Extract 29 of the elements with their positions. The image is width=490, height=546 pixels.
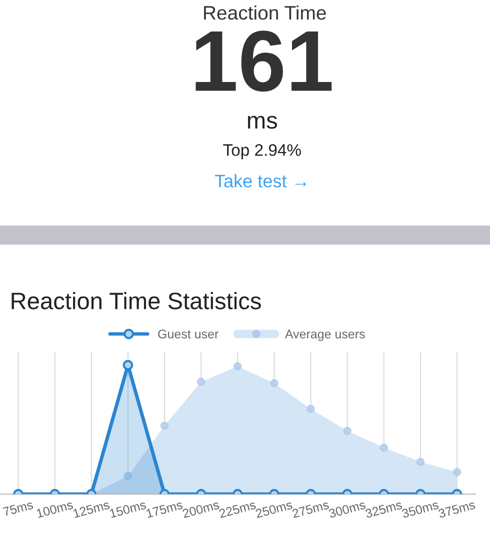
text: Reaction Time: [204, 5, 326, 20]
x-tick-label: 175ms: [146, 500, 184, 518]
x-tick-label: 325ms: [364, 500, 402, 518]
point: [122, 360, 134, 370]
x-tick-label: 200ms: [182, 500, 220, 518]
text: ms: [248, 116, 278, 129]
point: [306, 404, 315, 414]
x-tick-label: 350ms: [401, 500, 440, 518]
x-tick-label: 125ms: [72, 500, 110, 518]
x-tick-label: 100ms: [36, 500, 74, 518]
text: Top 2.94%: [223, 144, 301, 160]
x-tick-label: 275ms: [292, 500, 330, 518]
x-tick-label: 375ms: [438, 500, 476, 518]
point: [343, 426, 352, 436]
point: [196, 378, 206, 386]
text: 161: [196, 30, 332, 92]
text: Take test →: [214, 174, 306, 188]
point: [380, 444, 388, 452]
point: [233, 362, 242, 371]
legend-label: Average users: [284, 330, 365, 341]
point: [270, 378, 278, 388]
x-tick-label: 250ms: [255, 500, 293, 518]
chart-title: Reaction Time Statistics: [12, 292, 261, 310]
legend-label: Guest user: [158, 330, 218, 338]
point: [160, 422, 169, 430]
x-tick-label: 75ms: [2, 500, 34, 516]
x-tick-label: 150ms: [109, 500, 147, 518]
x-tick-label: 300ms: [328, 500, 366, 518]
x-tick-label: 225ms: [218, 500, 256, 518]
